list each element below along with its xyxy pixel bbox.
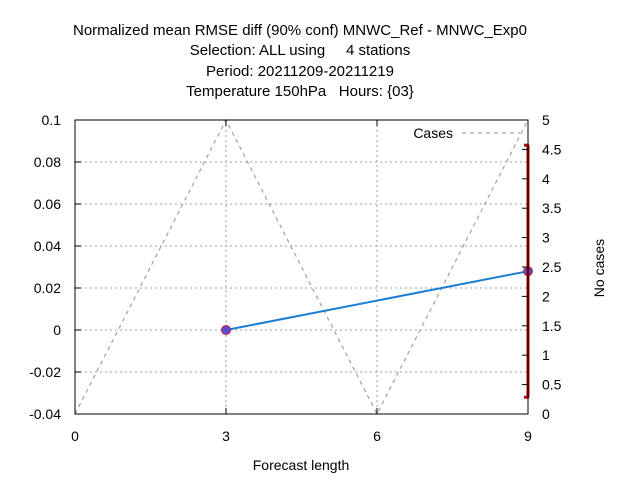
x-tick-label: 9 [524, 428, 532, 444]
cases-series [74, 118, 529, 416]
y-tick-label: 0 [53, 322, 61, 338]
x-tick-label: 3 [222, 428, 230, 444]
y2-tick-label: 3.5 [542, 200, 562, 216]
y-tick-label: -0.02 [29, 364, 61, 380]
x-tick-label: 6 [373, 428, 381, 444]
grid-lines [75, 120, 528, 414]
plot-frame [74, 119, 529, 415]
y-tick-label: 0.08 [34, 154, 61, 170]
y2-tick-label: 2 [542, 288, 550, 304]
chart-title: Normalized mean RMSE diff (90% conf) MNW… [73, 22, 527, 100]
axis-ticks: 0 3 6 9 -0.04 -0.02 0 0.02 0.04 0.06 0.08 0.1 0 0.5 1 1… [29, 112, 562, 444]
y2-tick-label: 5 [542, 112, 550, 128]
y-tick-label: -0.04 [29, 406, 61, 422]
y2-tick-label: 4.5 [542, 141, 562, 157]
legend-label-cases: Cases [413, 125, 453, 141]
y-tick-label: 0.02 [34, 280, 61, 296]
diff-point [221, 325, 231, 335]
y-tick-label: 0.06 [34, 196, 61, 212]
title-line-1: Normalized mean RMSE diff (90% conf) MNW… [73, 22, 527, 39]
x-tick-label: 0 [71, 428, 79, 444]
diff-line [225, 270, 529, 331]
y2-tick-label: 1 [542, 347, 550, 363]
diff-series [221, 266, 533, 335]
x-axis-label: Forecast length [253, 457, 350, 473]
y2-tick-label: 4 [542, 171, 550, 187]
y2-tick-label: 0.5 [542, 377, 562, 393]
legend: Cases [413, 125, 520, 141]
y-tick-label: 0.1 [42, 112, 62, 128]
y2-tick-label: 1.5 [542, 318, 562, 334]
y2-tick-label: 2.5 [542, 259, 562, 275]
y2-tick-label: 3 [542, 230, 550, 246]
title-line-2: Selection: ALL using 4 stations [190, 42, 410, 59]
y-tick-label: 0.04 [34, 238, 61, 254]
cases-line [74, 118, 529, 416]
title-line-4: Temperature 150hPa Hours: {03} [186, 83, 414, 100]
title-line-3: Period: 20211209-20211219 [206, 63, 394, 80]
y2-tick-label: 0 [542, 406, 550, 422]
y2-axis-label: No cases [591, 239, 607, 297]
